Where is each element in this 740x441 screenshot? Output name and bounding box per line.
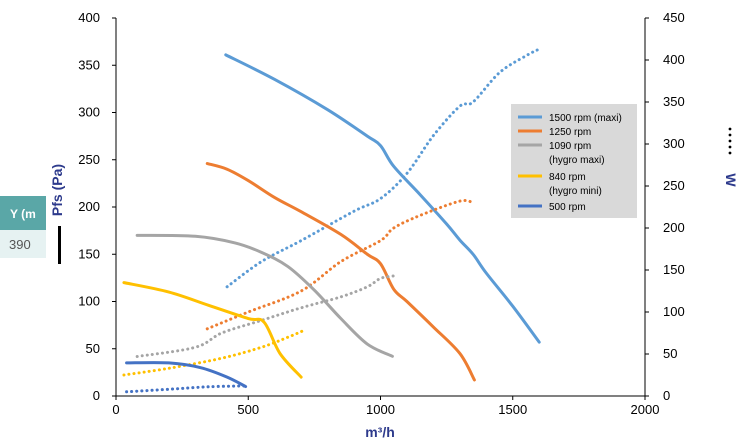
pressure-curve-series-2 — [205, 162, 476, 382]
table-header-cell — [0, 196, 46, 230]
table-header-text: Y (m — [10, 207, 36, 221]
y2-tick-label: 400 — [663, 52, 685, 67]
y2-tick-label: 50 — [663, 346, 677, 361]
legend-label-4: (hygro mini) — [549, 186, 602, 197]
pressure-curve-series-5 — [125, 361, 248, 389]
y-tick-label: 0 — [93, 388, 100, 403]
y-tick-label: 300 — [78, 105, 100, 120]
y2-tick-label: 0 — [663, 388, 670, 403]
y2-tick-label: 350 — [663, 94, 685, 109]
y2-axis-title: W — [723, 173, 739, 187]
y-tick-label: 200 — [78, 199, 100, 214]
power-curve-series-5 — [125, 384, 248, 394]
pressure-curve-series-4 — [122, 281, 303, 379]
power-curve-series-2 — [205, 198, 475, 331]
legend-label-3: (hygro maxi) — [549, 155, 605, 166]
power-curve-series-4 — [122, 328, 306, 377]
legend-label-1: 1500 rpm (maxi) — [549, 113, 622, 124]
table-value-cell — [0, 230, 46, 258]
y2-tick-label: 450 — [663, 10, 685, 25]
y-tick-label: 100 — [78, 294, 100, 309]
x-tick-label: 2000 — [631, 402, 660, 417]
legend-label-2: 1250 rpm — [549, 127, 591, 138]
x-axis-title: m³/h — [365, 424, 395, 440]
y-tick-label: 50 — [86, 341, 100, 356]
legend-label-4: 840 rpm — [549, 172, 586, 183]
y-tick-label: 150 — [78, 246, 100, 261]
y-axis-legend-marker — [58, 226, 61, 264]
y2-tick-label: 300 — [663, 136, 685, 151]
pressure-curve-series-3 — [135, 233, 394, 358]
x-tick-label: 1000 — [366, 402, 395, 417]
x-tick-label: 0 — [112, 402, 119, 417]
legend-background — [511, 104, 637, 218]
y2-axis-legend-marker — [728, 127, 732, 155]
pressure-curve-series-1 — [224, 53, 541, 344]
legend: 1500 rpm (maxi) 1250 rpm 1090 rpm (hygro ma… — [511, 104, 637, 218]
y2-tick-label: 200 — [663, 220, 685, 235]
y-tick-label: 250 — [78, 152, 100, 167]
x-tick-label: 1500 — [498, 402, 527, 417]
y-tick-label: 400 — [78, 10, 100, 25]
y-axis-title: Pfs (Pa) — [49, 164, 65, 216]
legend-label-3: 1090 rpm — [549, 141, 591, 152]
axis-ticks: 0 500 1000 1500 2000050100150200250300350400… — [78, 10, 684, 417]
series-layer — [122, 47, 541, 394]
power-curve-series-1 — [225, 47, 541, 289]
y2-tick-label: 100 — [663, 304, 685, 319]
x-tick-label: 500 — [237, 402, 259, 417]
y-tick-label: 350 — [78, 57, 100, 72]
power-curve-series-3 — [135, 274, 396, 359]
legend-label-5: 500 rpm — [549, 202, 586, 213]
y2-tick-label: 250 — [663, 178, 685, 193]
table-value-text: 390 — [9, 237, 31, 252]
y2-tick-label: 150 — [663, 262, 685, 277]
